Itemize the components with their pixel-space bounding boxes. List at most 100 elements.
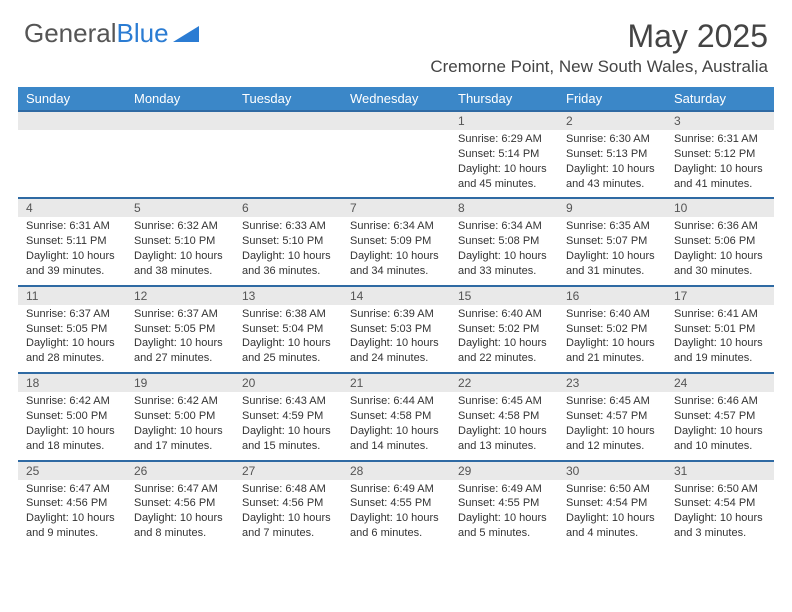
day-number: 19 (126, 374, 234, 392)
sunset-line: Sunset: 4:55 PM (350, 496, 442, 511)
day-cell: Sunrise: 6:50 AMSunset: 4:54 PMDaylight:… (558, 480, 666, 547)
daylight-line: Daylight: 10 hours and 41 minutes. (674, 162, 766, 192)
day-cell: Sunrise: 6:33 AMSunset: 5:10 PMDaylight:… (234, 217, 342, 284)
daylight-line: Daylight: 10 hours and 22 minutes. (458, 336, 550, 366)
day-number: 3 (666, 112, 774, 130)
day-cell: Sunrise: 6:34 AMSunset: 5:08 PMDaylight:… (450, 217, 558, 284)
day-number: 11 (18, 287, 126, 305)
title-block: May 2025 Cremorne Point, New South Wales… (430, 18, 768, 77)
day-number (234, 112, 342, 130)
sunrise-line: Sunrise: 6:39 AM (350, 307, 442, 322)
calendar: Sunday Monday Tuesday Wednesday Thursday… (18, 87, 774, 547)
day-cell: Sunrise: 6:50 AMSunset: 4:54 PMDaylight:… (666, 480, 774, 547)
day-number-bar: 18192021222324 (18, 372, 774, 392)
sunrise-line: Sunrise: 6:44 AM (350, 394, 442, 409)
day-number: 1 (450, 112, 558, 130)
sunrise-line: Sunrise: 6:42 AM (134, 394, 226, 409)
daylight-line: Daylight: 10 hours and 38 minutes. (134, 249, 226, 279)
day-cell: Sunrise: 6:30 AMSunset: 5:13 PMDaylight:… (558, 130, 666, 197)
day-number (342, 112, 450, 130)
sunset-line: Sunset: 5:11 PM (26, 234, 118, 249)
day-number-bar: 25262728293031 (18, 460, 774, 480)
day-body-row: Sunrise: 6:31 AMSunset: 5:11 PMDaylight:… (18, 217, 774, 284)
daylight-line: Daylight: 10 hours and 19 minutes. (674, 336, 766, 366)
sunset-line: Sunset: 5:05 PM (26, 322, 118, 337)
day-number: 15 (450, 287, 558, 305)
sunset-line: Sunset: 5:05 PM (134, 322, 226, 337)
daylight-line: Daylight: 10 hours and 12 minutes. (566, 424, 658, 454)
sunrise-line: Sunrise: 6:47 AM (134, 482, 226, 497)
daylight-line: Daylight: 10 hours and 17 minutes. (134, 424, 226, 454)
daylight-line: Daylight: 10 hours and 3 minutes. (674, 511, 766, 541)
sunset-line: Sunset: 4:56 PM (134, 496, 226, 511)
day-cell: Sunrise: 6:45 AMSunset: 4:58 PMDaylight:… (450, 392, 558, 459)
daylight-line: Daylight: 10 hours and 28 minutes. (26, 336, 118, 366)
logo: GeneralBlue (24, 18, 201, 49)
day-cell: Sunrise: 6:42 AMSunset: 5:00 PMDaylight:… (18, 392, 126, 459)
day-cell: Sunrise: 6:42 AMSunset: 5:00 PMDaylight:… (126, 392, 234, 459)
weekday-header: Friday (558, 87, 666, 110)
day-cell (126, 130, 234, 197)
day-number: 28 (342, 462, 450, 480)
sunrise-line: Sunrise: 6:42 AM (26, 394, 118, 409)
logo-text-blue: Blue (117, 18, 169, 49)
day-cell: Sunrise: 6:36 AMSunset: 5:06 PMDaylight:… (666, 217, 774, 284)
sunset-line: Sunset: 5:07 PM (566, 234, 658, 249)
sunrise-line: Sunrise: 6:50 AM (566, 482, 658, 497)
day-number: 25 (18, 462, 126, 480)
day-number: 13 (234, 287, 342, 305)
day-number: 7 (342, 199, 450, 217)
daylight-line: Daylight: 10 hours and 39 minutes. (26, 249, 118, 279)
day-number: 10 (666, 199, 774, 217)
day-number: 12 (126, 287, 234, 305)
day-number: 20 (234, 374, 342, 392)
day-number: 27 (234, 462, 342, 480)
day-number: 23 (558, 374, 666, 392)
day-cell: Sunrise: 6:31 AMSunset: 5:11 PMDaylight:… (18, 217, 126, 284)
day-number: 17 (666, 287, 774, 305)
weekday-header: Monday (126, 87, 234, 110)
sunset-line: Sunset: 5:01 PM (674, 322, 766, 337)
daylight-line: Daylight: 10 hours and 33 minutes. (458, 249, 550, 279)
day-cell: Sunrise: 6:39 AMSunset: 5:03 PMDaylight:… (342, 305, 450, 372)
sunrise-line: Sunrise: 6:43 AM (242, 394, 334, 409)
day-cell: Sunrise: 6:29 AMSunset: 5:14 PMDaylight:… (450, 130, 558, 197)
day-body-row: Sunrise: 6:47 AMSunset: 4:56 PMDaylight:… (18, 480, 774, 547)
day-number: 22 (450, 374, 558, 392)
day-cell (342, 130, 450, 197)
sunset-line: Sunset: 4:58 PM (350, 409, 442, 424)
sunset-line: Sunset: 5:09 PM (350, 234, 442, 249)
daylight-line: Daylight: 10 hours and 13 minutes. (458, 424, 550, 454)
logo-triangle-icon (173, 24, 201, 44)
sunset-line: Sunset: 4:57 PM (674, 409, 766, 424)
sunrise-line: Sunrise: 6:40 AM (566, 307, 658, 322)
weekday-header: Thursday (450, 87, 558, 110)
daylight-line: Daylight: 10 hours and 31 minutes. (566, 249, 658, 279)
sunset-line: Sunset: 5:02 PM (566, 322, 658, 337)
day-number: 30 (558, 462, 666, 480)
weekday-header: Tuesday (234, 87, 342, 110)
daylight-line: Daylight: 10 hours and 5 minutes. (458, 511, 550, 541)
sunset-line: Sunset: 4:57 PM (566, 409, 658, 424)
day-cell: Sunrise: 6:37 AMSunset: 5:05 PMDaylight:… (18, 305, 126, 372)
sunrise-line: Sunrise: 6:33 AM (242, 219, 334, 234)
daylight-line: Daylight: 10 hours and 9 minutes. (26, 511, 118, 541)
day-number: 21 (342, 374, 450, 392)
day-cell: Sunrise: 6:45 AMSunset: 4:57 PMDaylight:… (558, 392, 666, 459)
sunrise-line: Sunrise: 6:31 AM (674, 132, 766, 147)
sunrise-line: Sunrise: 6:40 AM (458, 307, 550, 322)
day-number (18, 112, 126, 130)
sunrise-line: Sunrise: 6:29 AM (458, 132, 550, 147)
daylight-line: Daylight: 10 hours and 8 minutes. (134, 511, 226, 541)
daylight-line: Daylight: 10 hours and 43 minutes. (566, 162, 658, 192)
sunrise-line: Sunrise: 6:50 AM (674, 482, 766, 497)
daylight-line: Daylight: 10 hours and 45 minutes. (458, 162, 550, 192)
daylight-line: Daylight: 10 hours and 24 minutes. (350, 336, 442, 366)
weekday-header-row: Sunday Monday Tuesday Wednesday Thursday… (18, 87, 774, 110)
sunset-line: Sunset: 4:54 PM (674, 496, 766, 511)
month-title: May 2025 (430, 18, 768, 55)
day-cell (18, 130, 126, 197)
daylight-line: Daylight: 10 hours and 34 minutes. (350, 249, 442, 279)
sunset-line: Sunset: 5:04 PM (242, 322, 334, 337)
sunset-line: Sunset: 4:54 PM (566, 496, 658, 511)
